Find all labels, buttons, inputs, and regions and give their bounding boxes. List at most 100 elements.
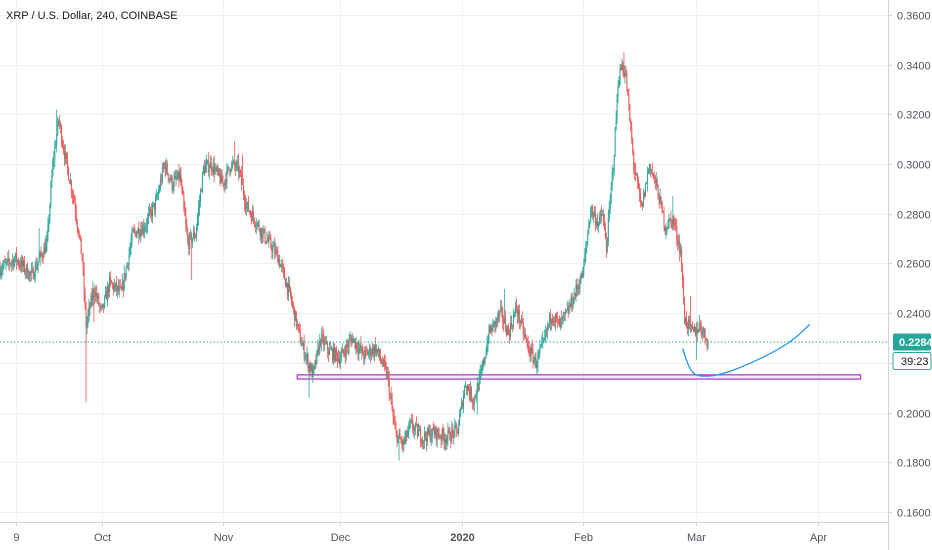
candle-body	[480, 370, 482, 374]
candle-body	[506, 329, 508, 336]
candle-body	[685, 317, 687, 324]
candle-body	[108, 286, 110, 293]
candle-body	[563, 312, 565, 315]
candle-body	[440, 437, 442, 440]
candle-body	[698, 323, 700, 331]
candle-body	[102, 303, 104, 308]
candle-body	[644, 183, 646, 197]
candle-body	[670, 218, 672, 220]
price-tick-label: 0.3200	[897, 110, 931, 122]
candle-body	[231, 162, 233, 170]
candle-body	[614, 128, 616, 157]
candle-body	[288, 283, 290, 288]
candle-body	[199, 201, 201, 208]
time-axis[interactable]: 9 Oct Nov Dec 2020 Feb Mar Apr	[13, 522, 827, 544]
candle-body	[12, 259, 14, 262]
candle-body	[183, 195, 185, 207]
candle-body	[263, 229, 265, 232]
candle-body	[251, 211, 253, 221]
candle-body	[223, 183, 225, 186]
candle-body	[525, 335, 527, 340]
candle-body	[78, 234, 80, 236]
candle-body	[154, 202, 156, 210]
candle-body	[257, 222, 259, 224]
candle-body	[303, 342, 305, 358]
candle-body	[215, 166, 217, 170]
candle-body	[445, 440, 447, 444]
candle-body	[397, 435, 399, 443]
candle-body	[269, 237, 271, 239]
candle-body	[431, 428, 433, 438]
candle-body	[650, 170, 652, 172]
candle-body	[32, 268, 34, 279]
candle-body	[483, 359, 485, 363]
candle-body	[266, 239, 268, 243]
candle-body	[138, 228, 140, 237]
candle-body	[462, 402, 464, 408]
candle-body	[142, 225, 144, 235]
candle-body	[413, 429, 415, 432]
candle-body	[314, 360, 316, 367]
candle-body	[575, 285, 577, 296]
candle-body	[267, 239, 269, 242]
candle-body	[526, 339, 528, 343]
candle-body	[635, 171, 637, 176]
candle-body	[429, 430, 431, 441]
candle-body	[351, 339, 353, 343]
candle-body	[194, 232, 196, 238]
candle-body	[701, 332, 703, 335]
candle-body	[156, 195, 158, 197]
candle-body	[434, 427, 436, 435]
candle-body	[486, 343, 488, 354]
candle-body	[81, 253, 83, 260]
candle-body	[576, 285, 578, 290]
candle-body	[463, 396, 465, 408]
candle-body	[40, 252, 42, 255]
candle-body	[146, 225, 148, 227]
candle-body	[137, 228, 139, 234]
candle-body	[253, 217, 255, 224]
candle-body	[273, 245, 275, 247]
time-tick-label: Oct	[94, 532, 111, 544]
candle-body	[647, 169, 649, 174]
candle-body	[270, 238, 272, 248]
candle-body	[648, 164, 650, 170]
candle-body	[686, 317, 688, 326]
candle-body	[271, 247, 273, 253]
candle-body	[471, 400, 473, 403]
candle-body	[432, 428, 434, 431]
candle-body	[616, 96, 618, 119]
candle-body	[498, 313, 500, 317]
candle-body	[554, 321, 556, 323]
candle-body	[571, 296, 573, 307]
candle-body	[527, 342, 529, 347]
candle-body	[21, 259, 23, 268]
candle-body	[605, 238, 607, 252]
candle-body	[643, 192, 645, 197]
candle-body	[201, 172, 203, 192]
time-tick-label: Dec	[331, 532, 351, 544]
candle-body	[675, 225, 677, 227]
candle-body	[87, 314, 89, 322]
candle-body	[246, 202, 248, 206]
candle-body	[260, 228, 262, 236]
candle-body	[254, 223, 256, 227]
candle-body	[447, 430, 449, 438]
candle-body	[566, 308, 568, 311]
candle-body	[628, 95, 630, 105]
candle-body	[322, 333, 324, 336]
candle-body	[564, 312, 566, 313]
candle-body	[494, 321, 496, 327]
candle-body	[63, 145, 65, 151]
candle-body	[419, 429, 421, 431]
candle-body	[214, 169, 216, 174]
candle-body	[395, 428, 397, 432]
candle-body	[131, 232, 133, 243]
candle-body	[52, 160, 54, 176]
candle-body	[504, 318, 506, 324]
candle-body	[438, 434, 440, 438]
candle-body	[451, 428, 453, 442]
candle-body	[148, 213, 150, 218]
